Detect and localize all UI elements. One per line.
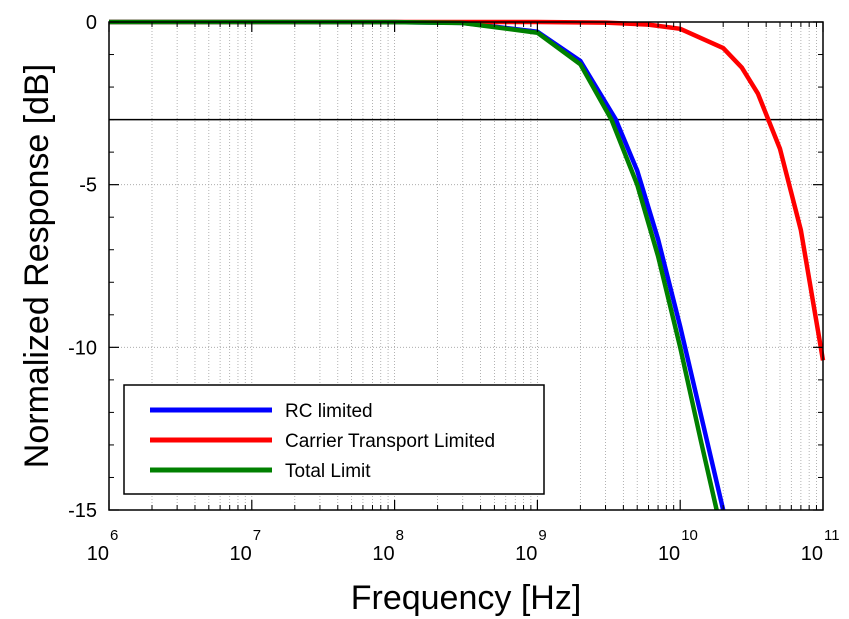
x-tick-label-base: 10 xyxy=(372,543,394,565)
x-tick-label-base: 10 xyxy=(87,543,109,565)
grid-lines xyxy=(109,22,823,510)
x-tick-label-base: 10 xyxy=(515,543,537,565)
x-tick-label-exponent: 8 xyxy=(396,527,404,544)
x-tick-label: 109 xyxy=(515,527,547,565)
x-tick-label-exponent: 11 xyxy=(824,527,840,544)
y-axis-title: Normalized Response [dB] xyxy=(18,64,56,468)
legend-label-2: Total Limit xyxy=(285,461,371,482)
y-tick-label: -5 xyxy=(79,175,97,197)
x-tick-label-exponent: 9 xyxy=(538,527,546,544)
legend-label-1: Carrier Transport Limited xyxy=(285,431,495,452)
y-tick-label: -10 xyxy=(68,337,97,359)
y-tick-labels: 0 -5 -10 -15 xyxy=(68,12,97,522)
x-tick-label-base: 10 xyxy=(801,543,823,565)
x-tick-label-exponent: 7 xyxy=(253,527,261,544)
x-tick-label: 108 xyxy=(372,527,404,565)
x-tick-label-exponent: 6 xyxy=(110,527,118,544)
plot-frame xyxy=(108,21,824,511)
legend-label-0: RC limited xyxy=(285,401,373,422)
x-tick-label-base: 10 xyxy=(230,543,252,565)
axis-ticks xyxy=(108,21,824,511)
y-tick-label: 0 xyxy=(86,12,97,34)
x-tick-label: 106 xyxy=(87,527,119,565)
legend: RC limited Carrier Transport Limited Total… xyxy=(123,384,545,495)
x-axis-title: Frequency [Hz] xyxy=(351,579,582,617)
x-tick-label-exponent: 10 xyxy=(681,527,698,544)
x-tick-label-base: 10 xyxy=(658,543,680,565)
x-tick-label: 107 xyxy=(230,527,262,565)
y-tick-label: -15 xyxy=(68,500,97,522)
